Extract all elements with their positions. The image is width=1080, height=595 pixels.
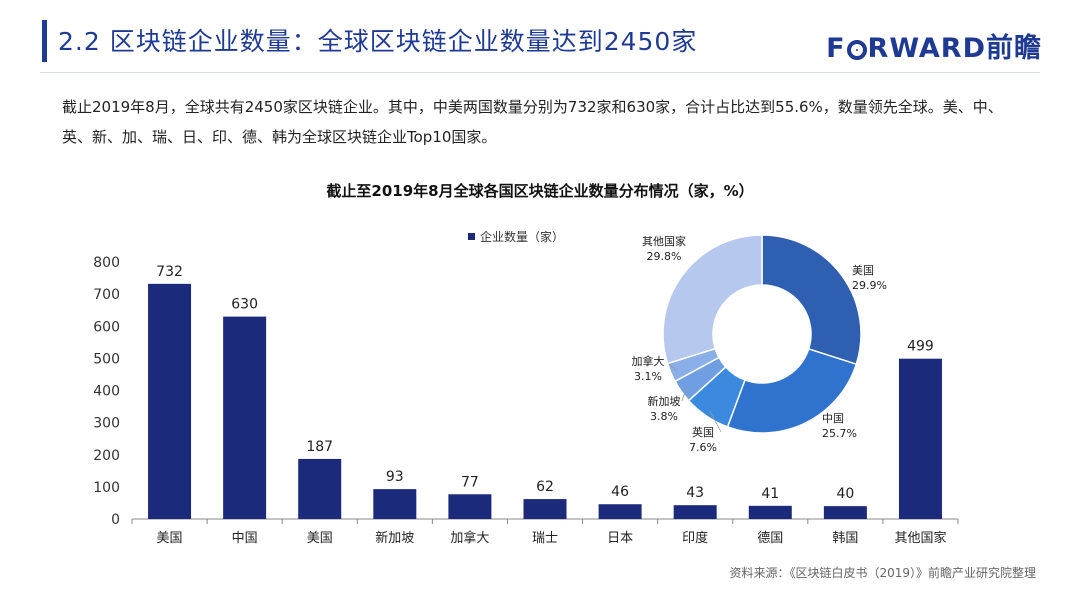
bar-value-label: 40 [836, 486, 854, 502]
bar [898, 358, 942, 519]
y-tick-label: 200 [93, 448, 120, 464]
legend-label: 企业数量（家） [480, 230, 565, 244]
x-tick-label: 瑞士 [532, 531, 558, 546]
bar-value-label: 46 [611, 484, 629, 500]
donut-slice-label: 其他国家 [642, 234, 686, 248]
intro-paragraph: 截止2019年8月，全球共有2450家区块链企业。其中，中美两国数量分别为732… [62, 98, 1003, 146]
chart-title: 截止至2019年8月全球各国区块链企业数量分布情况（家，%） [326, 182, 754, 200]
donut-slice-label: 加拿大 [632, 354, 665, 368]
donut-slice-value: 29.8% [647, 250, 682, 263]
bar [148, 283, 192, 519]
x-tick-label: 加拿大 [450, 530, 489, 546]
slide-title: 2.2 区块链企业数量：全球区块链企业数量达到2450家 [58, 27, 698, 56]
bar [523, 499, 567, 519]
x-tick-label: 日本 [607, 531, 633, 546]
y-tick-label: 700 [93, 287, 120, 303]
donut-slice-value: 7.6% [689, 441, 717, 454]
bar-value-label: 43 [686, 485, 704, 501]
bar-value-label: 732 [156, 264, 183, 280]
bar [448, 494, 492, 519]
chart-legend: 企业数量（家） [468, 228, 564, 245]
donut-slice-label: 中国 [822, 412, 844, 425]
donut-slice-value: 3.1% [634, 370, 662, 383]
bar [673, 505, 717, 519]
bar-value-label: 77 [461, 474, 479, 490]
x-tick-label: 美国 [157, 531, 183, 546]
legend-swatch-icon [468, 233, 475, 240]
y-tick-label: 600 [93, 319, 120, 335]
bar-value-label: 41 [761, 486, 779, 502]
x-tick-label: 其他国家 [894, 530, 946, 546]
title-accent-bar [42, 20, 47, 62]
header-divider [40, 72, 1040, 73]
x-tick-label: 韩国 [832, 531, 858, 546]
y-tick-label: 400 [93, 384, 120, 400]
source-note: 资料来源：《区块链白皮书（2019）》前瞻产业研究院整理 [729, 566, 1036, 580]
donut-slice [761, 234, 862, 366]
bar-value-label: 62 [536, 479, 554, 495]
bar [373, 489, 417, 519]
bar-value-label: 93 [386, 469, 404, 485]
donut-slice [662, 234, 763, 365]
bar [823, 506, 867, 519]
x-tick-label: 德国 [757, 531, 783, 546]
donut-slice-value: 29.9% [852, 279, 887, 292]
donut-leader-line [709, 410, 722, 433]
y-tick-label: 500 [93, 351, 120, 367]
donut-leader-line [681, 387, 687, 402]
bar [223, 316, 267, 519]
y-tick-label: 0 [111, 512, 120, 528]
x-tick-label: 中国 [232, 531, 258, 546]
y-tick-label: 800 [93, 255, 120, 271]
donut-slice [726, 347, 858, 434]
bar [748, 505, 792, 519]
donut-slice-label: 新加坡 [648, 394, 681, 408]
y-tick-label: 100 [93, 480, 120, 496]
bar-value-label: 630 [231, 297, 258, 313]
x-tick-label: 印度 [682, 530, 708, 546]
donut-slice-label: 美国 [852, 264, 874, 277]
logo-o-ring-icon [846, 40, 867, 60]
x-tick-label: 美国 [307, 531, 333, 546]
forward-logo: F RWARD前瞻 [826, 33, 1042, 64]
bar [298, 458, 342, 519]
donut-slice-label: 英国 [692, 425, 714, 439]
y-tick-label: 300 [93, 416, 120, 432]
donut-slice-value: 25.7% [822, 427, 857, 440]
x-tick-label: 新加坡 [375, 530, 414, 546]
donut-slice-value: 3.8% [650, 410, 678, 423]
bar-value-label: 187 [306, 439, 333, 455]
bar-value-label: 499 [907, 339, 934, 355]
bar [598, 504, 642, 519]
